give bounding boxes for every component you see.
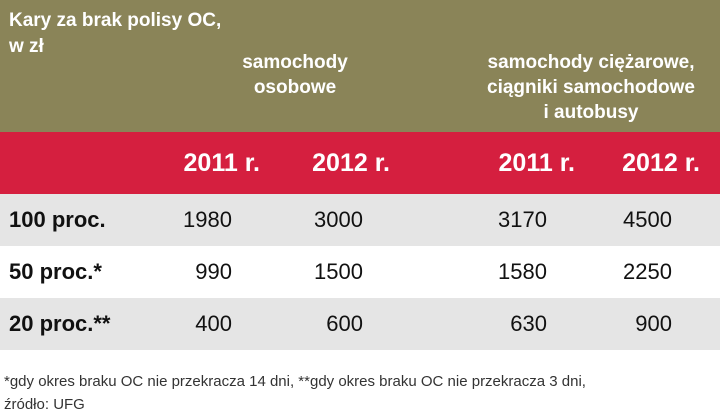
group2-line-1: samochody ciężarowe, — [487, 52, 695, 73]
group2-line-3: i autobusy — [543, 102, 639, 123]
table-row: 100 proc. 1980 3000 3170 4500 — [0, 194, 720, 246]
table-row: 20 proc.** 400 600 630 900 — [0, 298, 720, 350]
footnote: *gdy okres braku OC nie przekracza 14 dn… — [4, 370, 714, 416]
group1-line-1: samochody — [242, 52, 348, 73]
table-cell: 600 — [326, 311, 363, 336]
title-line-1: Kary za brak polisy OC, — [9, 10, 222, 31]
footnote-line-1: *gdy okres braku OC nie przekracza 14 dn… — [4, 373, 586, 390]
year-header-row: 2011 r. 2012 r. 2011 r. 2012 r. — [0, 132, 720, 194]
table-cell: 1980 — [183, 207, 232, 232]
table-cell: 900 — [635, 311, 672, 336]
year-header: 2011 r. — [183, 149, 260, 177]
title-line-2: w zł — [9, 36, 44, 57]
year-header: 2012 r. — [312, 149, 390, 177]
table-cell: 990 — [195, 259, 232, 284]
table-cell: 1580 — [498, 259, 547, 284]
row-label: 20 proc.** — [9, 311, 111, 336]
table-cell: 3170 — [498, 207, 547, 232]
table-cell: 4500 — [623, 207, 672, 232]
table-cell: 400 — [195, 311, 232, 336]
table-header: Kary za brak polisy OC, w zł samochody o… — [0, 0, 720, 132]
year-header: 2012 r. — [622, 149, 700, 177]
source-line: źródło: UFG — [4, 396, 85, 413]
year-header: 2011 r. — [498, 149, 575, 177]
table-footer: *gdy okres braku OC nie przekracza 14 dn… — [0, 350, 720, 416]
table-cell: 2250 — [623, 259, 672, 284]
group1-line-2: osobowe — [253, 77, 337, 98]
column-group-trucks: samochody ciężarowe, ciągniki samochodow… — [460, 50, 720, 125]
table-row: 50 proc.* 990 1500 1580 2250 — [0, 246, 720, 298]
table-cell: 1500 — [314, 259, 363, 284]
table-title: Kary za brak polisy OC, w zł — [9, 8, 309, 60]
column-group-passenger-cars: samochody osobowe — [195, 50, 395, 100]
table-cell: 630 — [510, 311, 547, 336]
table-cell: 3000 — [314, 207, 363, 232]
row-label: 50 proc.* — [9, 259, 102, 284]
row-label: 100 proc. — [9, 207, 106, 232]
group2-line-2: ciągniki samochodowe — [487, 77, 695, 98]
